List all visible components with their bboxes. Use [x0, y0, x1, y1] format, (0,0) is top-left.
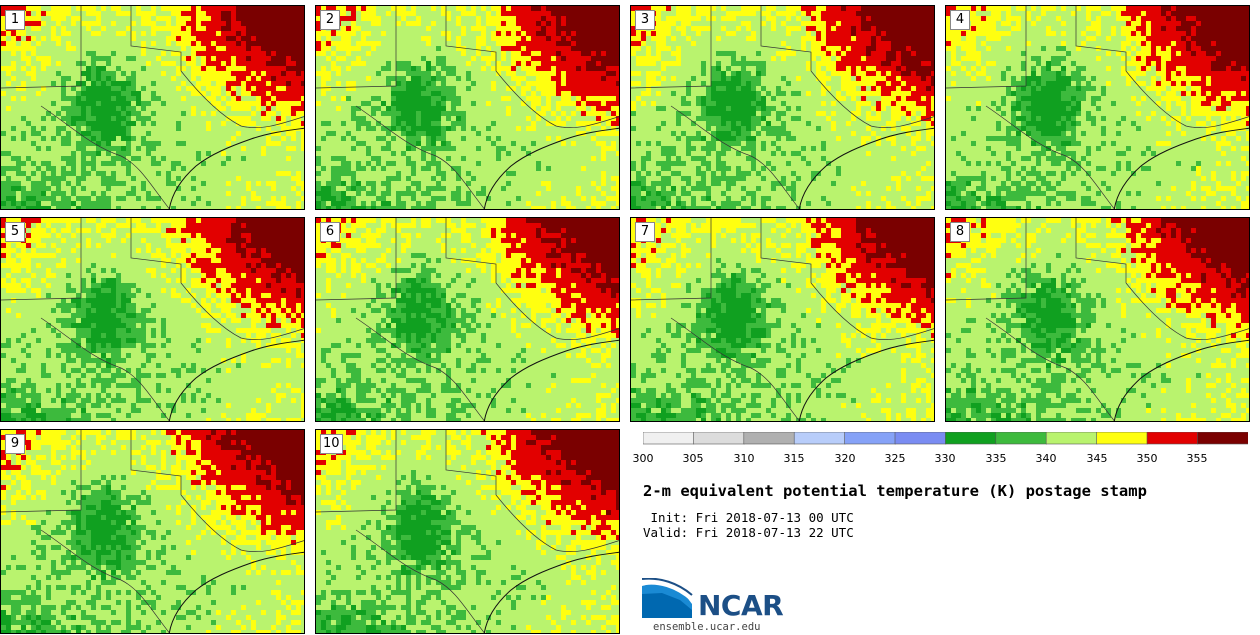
member-panel: 7 [630, 217, 935, 422]
valid-time: Valid: Fri 2018-07-13 22 UTC [643, 525, 854, 540]
colorbar-segment [894, 432, 947, 445]
ncar-wordmark: NCAR [698, 589, 784, 622]
colorbar-segment [743, 432, 796, 445]
member-label: 7 [635, 222, 655, 242]
member-label: 6 [320, 222, 340, 242]
coastline [168, 339, 304, 421]
member-label: 10 [320, 434, 343, 454]
map-border [946, 6, 1249, 209]
map-border [631, 218, 934, 421]
member-label: 9 [5, 434, 25, 454]
member-label: 1 [5, 10, 25, 30]
map-border [316, 218, 619, 421]
colorbar-segment [643, 432, 695, 445]
coastline [798, 339, 934, 421]
member-map [316, 430, 619, 633]
member-panel: 6 [315, 217, 620, 422]
coastline [1113, 339, 1249, 421]
member-panel: 8 [945, 217, 1250, 422]
member-panel: 1 [0, 5, 305, 210]
map-border [631, 6, 934, 209]
member-map [946, 218, 1249, 421]
colorbar-segment [1045, 432, 1098, 445]
colorbar-tick-label: 325 [884, 452, 906, 465]
member-panel: 9 [0, 429, 305, 634]
coastline [168, 551, 304, 633]
map-border [1, 218, 304, 421]
map-border [1, 430, 304, 633]
colorbar-segment [793, 432, 846, 445]
member-panel: 5 [0, 217, 305, 422]
map-border [316, 6, 619, 209]
ncar-url: ensemble.ucar.edu [653, 621, 761, 633]
colorbar-segment [945, 432, 997, 445]
colorbar-tick-label: 335 [985, 452, 1007, 465]
colorbar-tick-label: 305 [682, 452, 704, 465]
member-map [1, 430, 304, 633]
member-map [631, 218, 934, 421]
coastline [798, 127, 934, 209]
colorbar-segment [844, 432, 896, 445]
ncar-logo-icon [642, 578, 693, 618]
map-border [316, 430, 619, 633]
member-label: 2 [320, 10, 340, 30]
colorbar-tick-label: 345 [1086, 452, 1108, 465]
colorbar-segment [1096, 432, 1148, 445]
coastline [1113, 127, 1249, 209]
colorbar-segment [995, 432, 1047, 445]
colorbar-tick-label: 340 [1035, 452, 1057, 465]
colorbar-tick-label: 355 [1186, 452, 1208, 465]
colorbar-segment [1146, 432, 1199, 445]
member-label: 8 [950, 222, 970, 242]
init-time: Init: Fri 2018-07-13 00 UTC [643, 510, 854, 525]
member-map [1, 6, 304, 209]
coastline [168, 127, 304, 209]
coastline [483, 339, 619, 421]
colorbar-tick-label: 315 [783, 452, 805, 465]
colorbar-tick-label: 330 [934, 452, 956, 465]
map-border [946, 218, 1249, 421]
member-map [631, 6, 934, 209]
colorbar-tick-label: 310 [733, 452, 755, 465]
member-panel: 2 [315, 5, 620, 210]
member-label: 3 [635, 10, 655, 30]
member-panel: 3 [630, 5, 935, 210]
member-map [946, 6, 1249, 209]
member-map [316, 6, 619, 209]
member-label: 4 [950, 10, 970, 30]
map-border [1, 6, 304, 209]
coastline [483, 551, 619, 633]
colorbar [643, 432, 1248, 445]
member-map [1, 218, 304, 421]
coastline [483, 127, 619, 209]
member-map [316, 218, 619, 421]
member-label: 5 [5, 222, 25, 242]
member-panel: 10 [315, 429, 620, 634]
colorbar-tick-label: 350 [1136, 452, 1158, 465]
colorbar-tick-label: 320 [834, 452, 856, 465]
colorbar-segment [1197, 432, 1248, 445]
member-panel: 4 [945, 5, 1250, 210]
colorbar-segment [693, 432, 745, 445]
colorbar-tick-label: 300 [632, 452, 654, 465]
plot-title: 2-m equivalent potential temperature (K)… [643, 482, 1147, 500]
